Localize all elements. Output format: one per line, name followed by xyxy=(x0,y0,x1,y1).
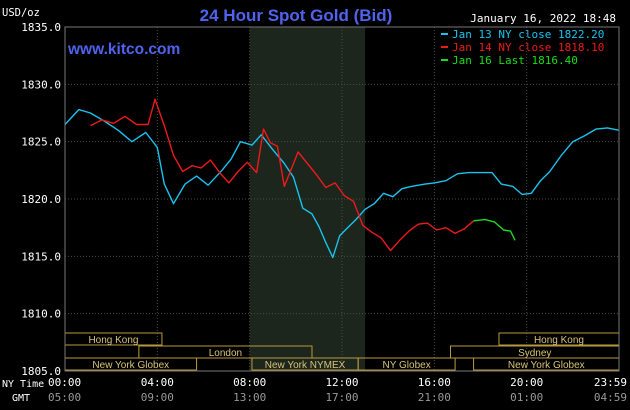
x-tick-label-ny: 20:00 xyxy=(510,376,543,389)
session-label: New York Globex xyxy=(508,360,585,371)
x-tick-label-ny: 00:00 xyxy=(48,376,81,389)
session-box xyxy=(138,345,313,359)
legend-entry: Jan 14 NY close 1818.10 xyxy=(452,41,604,54)
price-series-line xyxy=(90,98,475,252)
shaded-session-layer xyxy=(249,27,366,371)
x-tick-label-gmt: 13:00 xyxy=(233,391,266,404)
session-label: Sydney xyxy=(518,348,551,359)
x-tick-label-gmt: 21:00 xyxy=(418,391,451,404)
x-tick-label-gmt: 05:00 xyxy=(48,391,81,404)
y-tick-label: 1820.0 xyxy=(21,193,61,206)
x-tick-label-ny: 12:00 xyxy=(325,376,358,389)
x-tick-label-ny: 08:00 xyxy=(233,376,266,389)
site-watermark: www.kitco.com xyxy=(67,41,180,58)
x-tick-label-gmt: 17:00 xyxy=(325,391,358,404)
session-label: New York NYMEX xyxy=(265,360,346,371)
x-tick-label-gmt: 01:00 xyxy=(510,391,543,404)
x-tick-label-gmt: 09:00 xyxy=(141,391,174,404)
x-tick-label-ny: 16:00 xyxy=(418,376,451,389)
y-tick-label: 1830.0 xyxy=(21,78,61,91)
series-layer xyxy=(64,98,619,259)
chart-timestamp: January 16, 2022 18:48 xyxy=(470,12,616,25)
plot-frame xyxy=(64,26,620,372)
ny-time-row-label: NY Time xyxy=(2,379,44,390)
gmt-row-label: GMT xyxy=(12,393,30,404)
legend-entry: Jan 13 NY close 1822.20 xyxy=(452,28,604,41)
y-tick-label: 1815.0 xyxy=(21,250,61,263)
y-tick-label: 1835.0 xyxy=(21,21,61,34)
y-axis-ticks: 1835.0 1830.0 1825.0 1820.0 1815.0 1810.0 1805… xyxy=(21,21,61,378)
x-axis-ticks: 00:00 05:00 04:00 09:00 08:00 13:00 12:00 17:00… xyxy=(48,376,627,404)
y-tick-label: 1810.0 xyxy=(21,308,61,321)
session-box xyxy=(357,357,456,371)
price-series-line xyxy=(473,218,516,241)
session-label: New York Globex xyxy=(92,360,169,371)
x-tick-label-ny: 04:00 xyxy=(141,376,174,389)
session-label: London xyxy=(209,348,242,359)
x-tick-label-gmt: 04:59 xyxy=(594,391,627,404)
y-tick-label: 1825.0 xyxy=(21,136,61,149)
shaded-session xyxy=(249,27,366,371)
market-sessions-layer: Hong Kong London New York Globex New York N… xyxy=(64,332,620,371)
session-label: Hong Kong xyxy=(88,335,138,346)
chart-title: 24 Hour Spot Gold (Bid) xyxy=(200,6,393,25)
session-label: NY Globex xyxy=(383,360,431,371)
y-tick-label: 1805.0 xyxy=(21,365,61,378)
price-series-line xyxy=(64,108,619,259)
session-label: Hong Kong xyxy=(534,335,584,346)
x-tick-label-ny: 23:59 xyxy=(594,376,627,389)
legend-entry: Jan 16 Last 1816.40 xyxy=(452,54,578,67)
y-axis-unit-label: USD/oz xyxy=(2,7,40,19)
